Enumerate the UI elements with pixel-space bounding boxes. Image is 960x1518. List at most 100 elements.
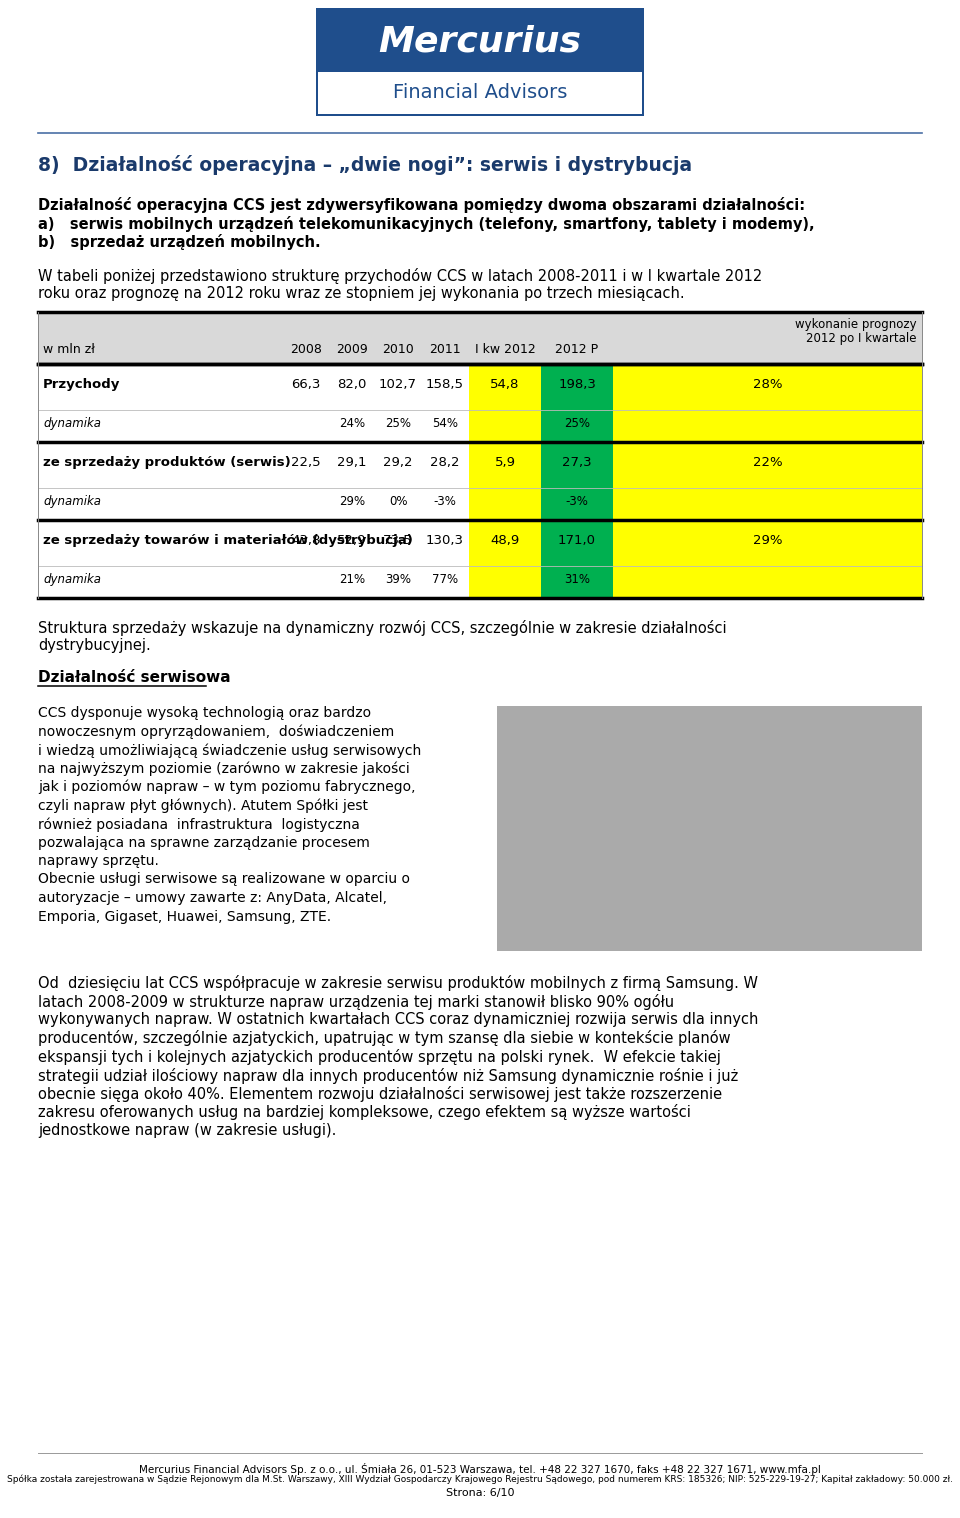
Bar <box>497 706 922 950</box>
Text: 31%: 31% <box>564 572 590 586</box>
Text: 29,1: 29,1 <box>337 455 367 469</box>
Text: 25%: 25% <box>564 417 590 430</box>
Text: 2011: 2011 <box>429 343 461 357</box>
Text: dynamika: dynamika <box>43 572 101 586</box>
Text: W tabeli poniżej przedstawiono strukturę przychodów CCS w latach 2008-2011 i w I: W tabeli poniżej przedstawiono strukturę… <box>38 269 762 284</box>
Text: 29%: 29% <box>753 534 782 546</box>
Bar <box>541 442 613 521</box>
Bar <box>469 442 541 521</box>
Text: 2012 po I kwartale: 2012 po I kwartale <box>806 332 917 345</box>
Text: 22,5: 22,5 <box>291 455 321 469</box>
Text: Spółka została zarejestrowana w Sądzie Rejonowym dla M.St. Warszawy, XIII Wydzia: Spółka została zarejestrowana w Sądzie R… <box>7 1475 953 1485</box>
Text: wykonywanych napraw. W ostatnich kwartałach CCS coraz dynamiczniej rozwija serwi: wykonywanych napraw. W ostatnich kwartał… <box>38 1013 758 1028</box>
Text: 29,2: 29,2 <box>383 455 413 469</box>
Text: 39%: 39% <box>385 572 411 586</box>
Text: Działalność serwisowa: Działalność serwisowa <box>38 669 230 685</box>
Text: 8)  Działalność operacyjna – „dwie nogi”: serwis i dystrybucja: 8) Działalność operacyjna – „dwie nogi”:… <box>38 155 692 175</box>
Text: 48,9: 48,9 <box>491 534 519 546</box>
Text: producentów, szczególnie azjatyckich, upatrując w tym szansę dla siebie w kontek: producentów, szczególnie azjatyckich, up… <box>38 1031 731 1046</box>
Text: naprawy sprzętu.: naprawy sprzętu. <box>38 855 158 868</box>
Bar <box>613 521 922 598</box>
Text: Struktura sprzedaży wskazuje na dynamiczny rozwój CCS, szczególnie w zakresie dz: Struktura sprzedaży wskazuje na dynamicz… <box>38 619 727 636</box>
Text: Obecnie usługi serwisowe są realizowane w oparciu o: Obecnie usługi serwisowe są realizowane … <box>38 873 410 887</box>
Text: 130,3: 130,3 <box>426 534 464 546</box>
Text: 73,5: 73,5 <box>383 534 413 546</box>
Text: Od  dziesięciu lat CCS współpracuje w zakresie serwisu produktów mobilnych z fir: Od dziesięciu lat CCS współpracuje w zak… <box>38 975 758 991</box>
Text: -3%: -3% <box>434 495 456 509</box>
Text: 27,3: 27,3 <box>563 455 591 469</box>
Text: czyli napraw płyt głównych). Atutem Spółki jest: czyli napraw płyt głównych). Atutem Spół… <box>38 798 368 814</box>
Text: dystrybucyjnej.: dystrybucyjnej. <box>38 638 151 653</box>
Text: 66,3: 66,3 <box>291 378 321 392</box>
Text: na najwyższym poziomie (zarówno w zakresie jakości: na najwyższym poziomie (zarówno w zakres… <box>38 762 410 776</box>
Text: 198,3: 198,3 <box>558 378 596 392</box>
Bar <box>318 11 642 71</box>
Text: Mercurius: Mercurius <box>378 24 582 58</box>
Bar <box>38 313 922 598</box>
Text: autoryzacje – umowy zawarte z: AnyData, Alcatel,: autoryzacje – umowy zawarte z: AnyData, … <box>38 891 387 905</box>
Text: jak i poziomów napraw – w tym poziomu fabrycznego,: jak i poziomów napraw – w tym poziomu fa… <box>38 780 416 794</box>
Text: 43,8: 43,8 <box>291 534 321 546</box>
Text: Mercurius Financial Advisors Sp. z o.o., ul. Śmiała 26, 01-523 Warszawa, tel. +4: Mercurius Financial Advisors Sp. z o.o.,… <box>139 1463 821 1475</box>
Text: b)   sprzedaż urządzeń mobilnych.: b) sprzedaż urządzeń mobilnych. <box>38 234 321 250</box>
Text: 2010: 2010 <box>382 343 414 357</box>
Text: a)   serwis mobilnych urządzeń telekomunikacyjnych (telefony, smartfony, tablety: a) serwis mobilnych urządzeń telekomunik… <box>38 216 815 232</box>
Text: Przychody: Przychody <box>43 378 120 392</box>
Text: -3%: -3% <box>565 495 588 509</box>
Bar <box>38 442 922 521</box>
Text: i wiedzą umożliwiającą świadczenie usług serwisowych: i wiedzą umożliwiającą świadczenie usług… <box>38 742 421 757</box>
Text: 2012 P: 2012 P <box>556 343 599 357</box>
Text: Emporia, Gigaset, Huawei, Samsung, ZTE.: Emporia, Gigaset, Huawei, Samsung, ZTE. <box>38 909 331 923</box>
Text: 22%: 22% <box>753 455 782 469</box>
Text: latach 2008-2009 w strukturze napraw urządzenia tej marki stanowił blisko 90% og: latach 2008-2009 w strukturze napraw urz… <box>38 993 674 1009</box>
Text: ekspansji tych i kolejnych azjatyckich producentów sprzętu na polski rynek.  W e: ekspansji tych i kolejnych azjatyckich p… <box>38 1049 721 1066</box>
Bar <box>541 364 613 442</box>
Text: Strona: 6/10: Strona: 6/10 <box>445 1488 515 1498</box>
Text: ze sprzedaży towarów i materiałów (dystrybucja): ze sprzedaży towarów i materiałów (dystr… <box>43 534 413 546</box>
Text: jednostkowe napraw (w zakresie usługi).: jednostkowe napraw (w zakresie usługi). <box>38 1123 336 1138</box>
Text: I kw 2012: I kw 2012 <box>474 343 536 357</box>
Text: 28,2: 28,2 <box>430 455 460 469</box>
Bar <box>38 313 922 364</box>
Text: wykonanie prognozy: wykonanie prognozy <box>796 317 917 331</box>
Text: 5,9: 5,9 <box>494 455 516 469</box>
Text: 28%: 28% <box>753 378 782 392</box>
Bar <box>613 442 922 521</box>
Text: ze sprzedaży produktów (serwis): ze sprzedaży produktów (serwis) <box>43 455 291 469</box>
Text: 82,0: 82,0 <box>337 378 367 392</box>
Bar <box>38 521 922 598</box>
Bar <box>541 521 613 598</box>
Text: obecnie sięga około 40%. Elementem rozwoju działalności serwisowej jest także ro: obecnie sięga około 40%. Elementem rozwo… <box>38 1085 722 1102</box>
Text: roku oraz prognozę na 2012 roku wraz ze stopniem jej wykonania po trzech miesiąc: roku oraz prognozę na 2012 roku wraz ze … <box>38 285 684 301</box>
Bar <box>613 364 922 442</box>
Bar <box>469 521 541 598</box>
Text: 77%: 77% <box>432 572 458 586</box>
Text: 158,5: 158,5 <box>426 378 464 392</box>
Text: 54,8: 54,8 <box>491 378 519 392</box>
Text: 2008: 2008 <box>290 343 322 357</box>
Text: 54%: 54% <box>432 417 458 430</box>
Text: nowoczesnym opryrządowaniem,  doświadczeniem: nowoczesnym opryrządowaniem, doświadczen… <box>38 724 395 739</box>
Text: pozwalająca na sprawne zarządzanie procesem: pozwalająca na sprawne zarządzanie proce… <box>38 835 370 850</box>
Bar <box>318 71 642 114</box>
Text: również posiadana  infrastruktura  logistyczna: również posiadana infrastruktura logisty… <box>38 817 360 832</box>
Text: dynamika: dynamika <box>43 417 101 430</box>
Text: 0%: 0% <box>389 495 407 509</box>
Text: CCS dysponuje wysoką technologią oraz bardzo: CCS dysponuje wysoką technologią oraz ba… <box>38 706 372 720</box>
Text: strategii udział ilościowy napraw dla innych producentów niż Samsung dynamicznie: strategii udział ilościowy napraw dla in… <box>38 1067 738 1084</box>
Text: 24%: 24% <box>339 417 365 430</box>
Bar <box>316 8 644 115</box>
Bar <box>469 364 541 442</box>
Text: zakresu oferowanych usług na bardziej kompleksowe, czego efektem są wyższe warto: zakresu oferowanych usług na bardziej ko… <box>38 1105 691 1120</box>
Text: 171,0: 171,0 <box>558 534 596 546</box>
Text: 2009: 2009 <box>336 343 368 357</box>
Text: 102,7: 102,7 <box>379 378 417 392</box>
Text: 25%: 25% <box>385 417 411 430</box>
Text: 29%: 29% <box>339 495 365 509</box>
Text: Financial Advisors: Financial Advisors <box>393 83 567 103</box>
Text: 21%: 21% <box>339 572 365 586</box>
Text: Działalność operacyjna CCS jest zdywersyfikowana pomiędzy dwoma obszarami działa: Działalność operacyjna CCS jest zdywersy… <box>38 197 805 213</box>
Bar <box>38 364 922 442</box>
Text: w mln zł: w mln zł <box>43 343 95 357</box>
Text: 52,9: 52,9 <box>337 534 367 546</box>
